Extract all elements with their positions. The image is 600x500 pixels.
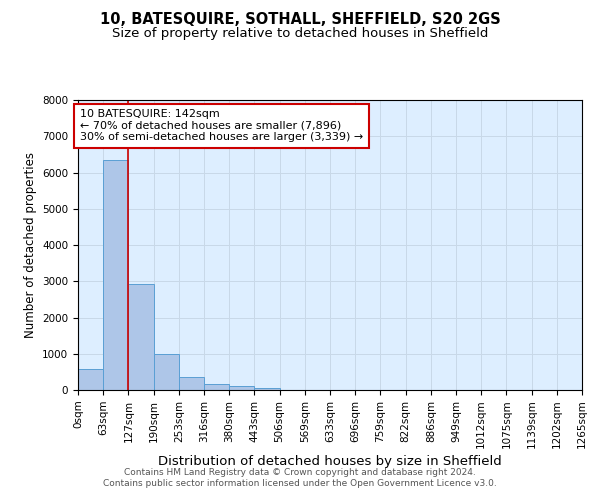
Bar: [128, 284, 154, 390]
Text: 10 BATESQUIRE: 142sqm
← 70% of detached houses are smaller (7,896)
30% of semi-d: 10 BATESQUIRE: 142sqm ← 70% of detached …: [80, 109, 363, 142]
Y-axis label: Number of detached properties: Number of detached properties: [23, 152, 37, 338]
Text: Size of property relative to detached houses in Sheffield: Size of property relative to detached ho…: [112, 28, 488, 40]
Bar: [78, 370, 103, 390]
Bar: [229, 386, 254, 390]
X-axis label: Distribution of detached houses by size in Sheffield: Distribution of detached houses by size …: [158, 456, 502, 468]
Bar: [254, 388, 280, 390]
Bar: [179, 376, 204, 390]
Text: Contains HM Land Registry data © Crown copyright and database right 2024.
Contai: Contains HM Land Registry data © Crown c…: [103, 468, 497, 487]
Bar: [154, 354, 179, 390]
Text: 10, BATESQUIRE, SOTHALL, SHEFFIELD, S20 2GS: 10, BATESQUIRE, SOTHALL, SHEFFIELD, S20 …: [100, 12, 500, 28]
Bar: [204, 384, 229, 390]
Bar: [103, 160, 128, 390]
